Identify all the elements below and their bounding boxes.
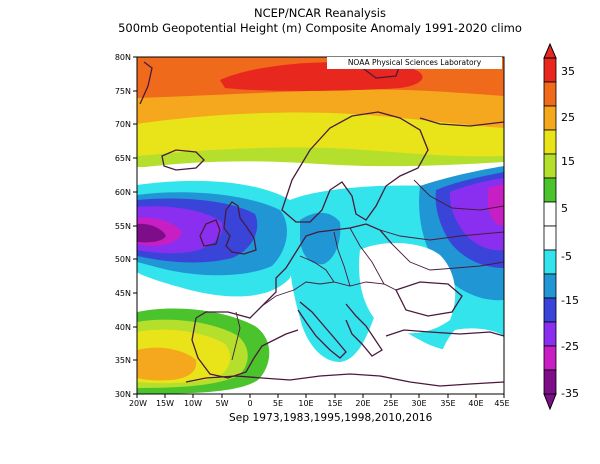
lat-tick-label: 60N bbox=[115, 188, 131, 197]
colorbar-cell bbox=[543, 153, 557, 179]
lon-tick-label: 35E bbox=[440, 399, 455, 408]
lat-tick-label: 80N bbox=[115, 53, 131, 62]
lat-tick-label: 65N bbox=[115, 154, 131, 163]
colorbar-top-arrow bbox=[543, 42, 557, 59]
colorbar-cell bbox=[543, 177, 557, 203]
lon-tick-label: 40E bbox=[468, 399, 483, 408]
colorbar-cell bbox=[543, 201, 557, 227]
lon-tick-label: 30E bbox=[411, 399, 426, 408]
colorbar-cell bbox=[543, 297, 557, 323]
lon-tick-label: 45E bbox=[494, 399, 509, 408]
colorbar-cell bbox=[543, 57, 557, 83]
lat-tick-label: 45N bbox=[115, 289, 131, 298]
colorbar-label: 35 bbox=[561, 65, 575, 78]
colorbar-cell bbox=[543, 225, 557, 251]
lon-tick-label: 20E bbox=[355, 399, 370, 408]
colorbar-label: 5 bbox=[561, 202, 568, 215]
colorbar-label: 25 bbox=[561, 111, 575, 124]
lon-tick-label: 15E bbox=[327, 399, 342, 408]
lat-tick-label: 70N bbox=[115, 120, 131, 129]
colorbar-label: 15 bbox=[561, 155, 575, 168]
lon-tick-label: 5E bbox=[273, 399, 283, 408]
figure-title: NCEP/NCAR Reanalysis bbox=[254, 6, 386, 20]
lat-tick-label: 50N bbox=[115, 255, 131, 264]
colorbar-cell bbox=[543, 345, 557, 371]
colorbar-cell bbox=[543, 129, 557, 155]
colorbar-label: -5 bbox=[561, 250, 572, 263]
lat-tick-label: 35N bbox=[115, 356, 131, 365]
lat-tick-label: 40N bbox=[115, 323, 131, 332]
colorbar-bottom-arrow bbox=[543, 393, 557, 411]
colorbar-cell bbox=[543, 273, 557, 299]
lon-tick-label: 20W bbox=[129, 399, 147, 408]
lon-tick-label: 10W bbox=[184, 399, 202, 408]
longitude-axis: 20W 15W 10W 5W 0 5E 10E 15E 20E 25E 30E … bbox=[129, 394, 510, 408]
colorbar-label: -15 bbox=[561, 294, 579, 307]
colorbar-cell bbox=[543, 321, 557, 347]
colorbar-cells bbox=[543, 57, 557, 395]
anomaly-field bbox=[137, 57, 504, 394]
colorbar-cell bbox=[543, 369, 557, 395]
colorbar-cell bbox=[543, 249, 557, 275]
lat-tick-label: 55N bbox=[115, 222, 131, 231]
colorbar-cell bbox=[543, 105, 557, 131]
colorbar: 35 25 15 5 -5 -15 -25 -35 bbox=[543, 42, 579, 411]
figure-subtitle: 500mb Geopotential Height (m) Composite … bbox=[118, 21, 522, 35]
composite-dates: Sep 1973,1983,1995,1998,2010,2016 bbox=[229, 412, 433, 424]
lon-tick-label: 5W bbox=[216, 399, 229, 408]
noaa-psl-credit: NOAA Physical Sciences Laboratory bbox=[327, 57, 502, 69]
lon-tick-label: 25E bbox=[383, 399, 398, 408]
lat-tick-label: 30N bbox=[115, 390, 131, 399]
coastlines bbox=[139, 59, 504, 387]
colorbar-label: -25 bbox=[561, 340, 579, 353]
lat-tick-label: 75N bbox=[115, 87, 131, 96]
latitude-axis: 80N 75N 70N 65N 60N 55N 50N 45N 40N 35N … bbox=[115, 53, 137, 399]
colorbar-label: -35 bbox=[561, 387, 579, 400]
colorbar-cell bbox=[543, 81, 557, 107]
lon-tick-label: 10E bbox=[298, 399, 313, 408]
lon-tick-label: 15W bbox=[156, 399, 174, 408]
country-borders bbox=[231, 179, 504, 361]
lon-tick-label: 0 bbox=[247, 399, 252, 408]
